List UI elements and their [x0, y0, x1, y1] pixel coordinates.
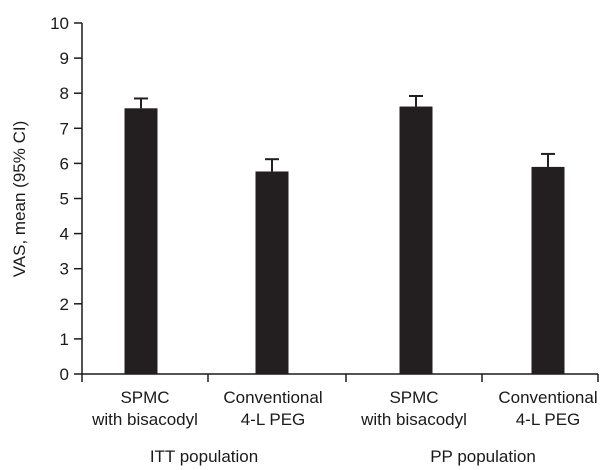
- y-tick-label: 10: [50, 14, 69, 33]
- category-label-line2: 4-L PEG: [241, 410, 306, 429]
- category-label-line2: with bisacodyl: [91, 410, 198, 429]
- bar: [124, 108, 158, 374]
- bar: [255, 171, 289, 374]
- category-label-line2: 4-L PEG: [516, 410, 581, 429]
- y-tick-label: 5: [60, 190, 69, 209]
- y-tick-label: 1: [60, 330, 69, 349]
- error-bars: [134, 95, 555, 172]
- category-label: Conventional 4-L PEG: [498, 388, 597, 429]
- x-axis: [81, 373, 599, 382]
- group-label: ITT population: [150, 447, 258, 466]
- category-label-line1: SPMC: [120, 388, 169, 407]
- bar: [399, 106, 433, 375]
- category-labels: SPMC with bisacodyl Conventional 4-L PEG SPM…: [91, 388, 598, 429]
- y-tick-label: 9: [60, 49, 69, 68]
- category-label: SPMC with bisacodyl: [360, 388, 467, 429]
- y-tick-label: 2: [60, 295, 69, 314]
- category-label-line1: SPMC: [389, 388, 438, 407]
- y-axis-title: VAS, mean (95% CI): [10, 121, 29, 278]
- bar: [531, 166, 565, 374]
- category-label: SPMC with bisacodyl: [91, 388, 198, 429]
- category-label-line1: Conventional: [223, 388, 322, 407]
- y-tick-label: 4: [60, 225, 69, 244]
- y-tick-label: 8: [60, 84, 69, 103]
- category-label-line1: Conventional: [498, 388, 597, 407]
- group-labels: ITT population PP population: [150, 447, 536, 466]
- category-label-line2: with bisacodyl: [360, 410, 467, 429]
- y-tick-label: 0: [60, 365, 69, 384]
- y-axis: 0 1 2 3 4 5 6 7 8 9 10: [50, 14, 83, 384]
- y-tick-label: 7: [60, 119, 69, 138]
- y-tick-label: 6: [60, 154, 69, 173]
- y-tick-label: 3: [60, 260, 69, 279]
- category-label: Conventional 4-L PEG: [223, 388, 322, 429]
- group-label: PP population: [430, 447, 536, 466]
- bars: [124, 106, 565, 375]
